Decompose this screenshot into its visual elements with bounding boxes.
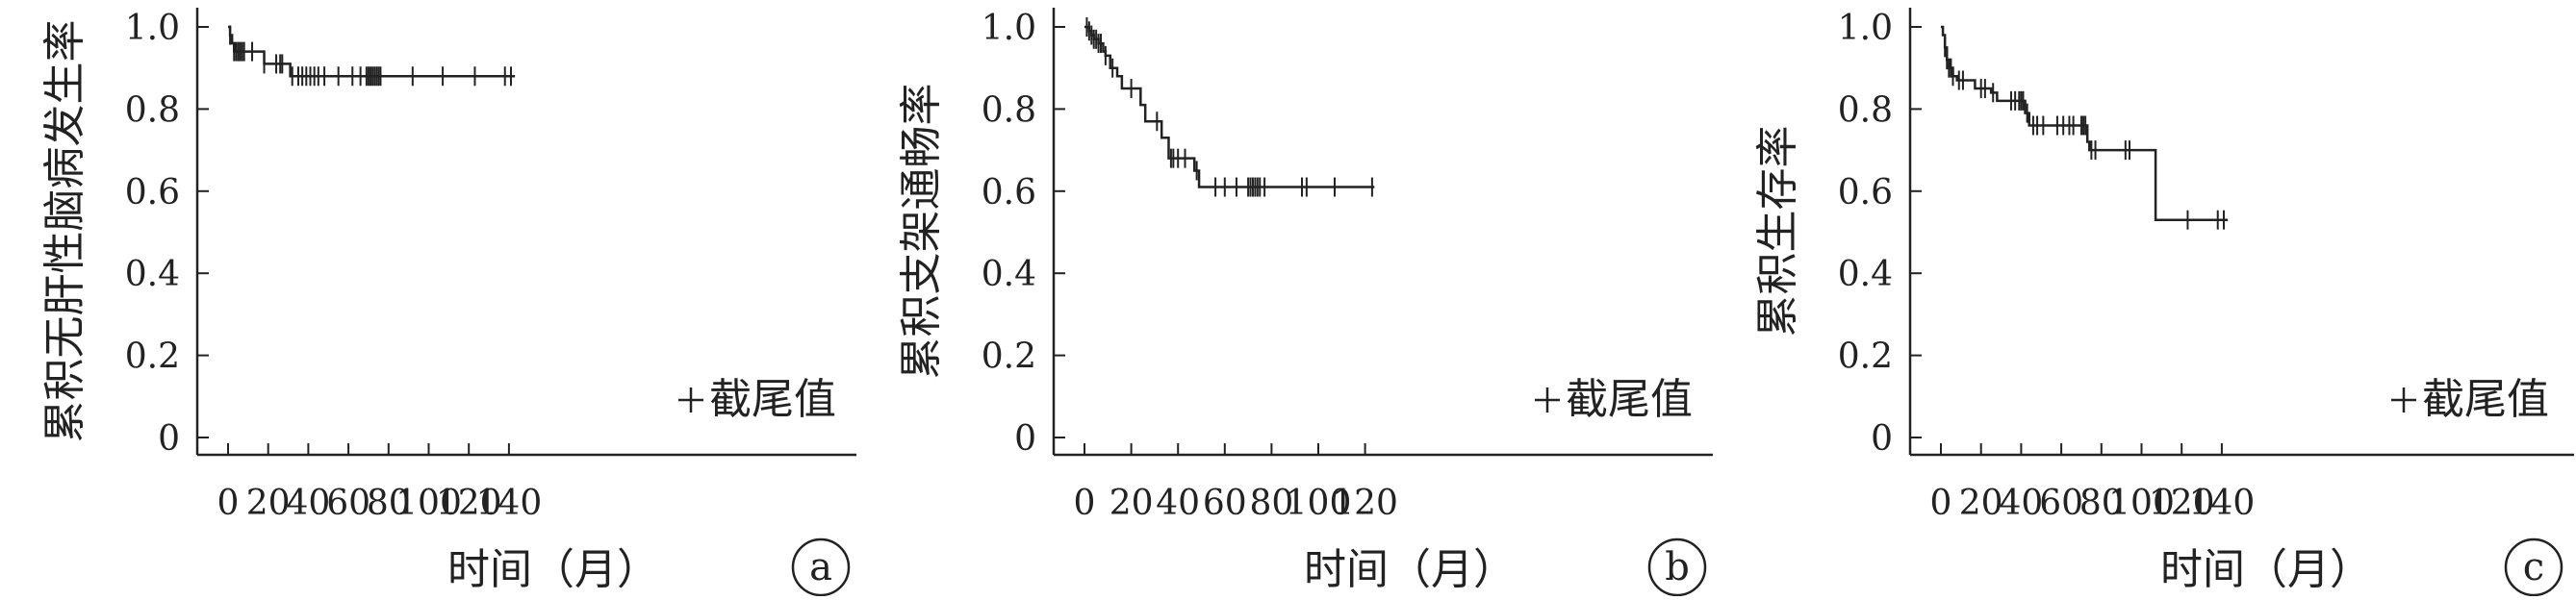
- panel-label-circle: [791, 538, 851, 597]
- x-tick-label: 0: [1930, 484, 1952, 523]
- y-tick-label: 0: [1871, 419, 1893, 459]
- legend-censor-label: 截尾值: [2422, 375, 2549, 424]
- panel-label: a: [809, 545, 832, 589]
- y-tick-label: 1.0: [1838, 9, 1893, 48]
- x-tick-label: 20: [1959, 484, 2003, 523]
- panel-label-circle: [1647, 538, 1707, 597]
- y-tick-label: 0.4: [982, 255, 1036, 294]
- y-tick-label: 0.6: [982, 173, 1036, 212]
- y-tick-label: 0.4: [1838, 255, 1893, 294]
- y-tick-label: 1.0: [982, 9, 1036, 48]
- x-tick-label: 80: [367, 484, 411, 523]
- x-tick-label: 120: [2149, 484, 2215, 523]
- legend-censor-label: 截尾值: [709, 375, 836, 424]
- y-axis-label: 累积无肝性脑病发生率: [40, 20, 89, 443]
- x-tick-label: 120: [436, 484, 502, 523]
- x-axis-label: 时间（月）: [447, 545, 659, 594]
- panel-label: c: [2523, 545, 2544, 589]
- x-axis-label: 时间（月）: [1304, 545, 1516, 594]
- x-tick-label: 100: [395, 484, 462, 523]
- x-tick-label: 40: [1999, 484, 2043, 523]
- x-tick-label: 40: [1156, 484, 1200, 523]
- x-tick-label: 80: [1249, 484, 1293, 523]
- chart-panel-a: 0 0.2 0.4 0.6 0.8 1.0 0 20 40 60 80 100 120 140 累积无肝性脑…: [0, 0, 861, 597]
- legend-censor-symbol: [1535, 388, 1560, 412]
- y-tick-label: 0.6: [1838, 173, 1893, 212]
- y-tick-label: 0.2: [125, 338, 180, 377]
- panel-label-circle: [2504, 538, 2563, 597]
- panel-label: b: [1665, 545, 1690, 589]
- y-tick-label: 0.8: [125, 90, 180, 130]
- x-tick-label: 80: [2079, 484, 2124, 523]
- y-axis-label: 累积生存率: [1753, 126, 1802, 338]
- y-tick-label: 0.6: [125, 173, 180, 212]
- legend-censor-symbol: [2391, 388, 2416, 412]
- x-axis-label: 时间（月）: [2160, 545, 2372, 594]
- y-tick-label: 0: [158, 419, 180, 459]
- y-tick-label: 0.2: [982, 338, 1036, 377]
- x-tick-label: 0: [217, 484, 240, 523]
- x-tick-label: 140: [2189, 484, 2256, 523]
- x-tick-label: 120: [1332, 484, 1398, 523]
- y-tick-label: 0.8: [1838, 90, 1893, 130]
- x-tick-label: 60: [1203, 484, 1247, 523]
- survival-step-line: [228, 25, 516, 78]
- x-tick-label: 100: [1286, 484, 1352, 523]
- km-chart-a: 00.20.40.60.81.00 20406080100120140累积无肝性脑…: [40, 8, 861, 597]
- x-tick-label: 20: [1109, 484, 1154, 523]
- x-tick-label: 40: [286, 484, 330, 523]
- y-tick-label: 1.0: [125, 9, 180, 48]
- y-tick-label: 0.8: [982, 90, 1036, 130]
- km-chart-c: 00.20.40.60.81.00 20406080100120140累积生存率时…: [1753, 8, 2574, 597]
- y-tick-label: 0: [1014, 419, 1036, 459]
- x-tick-label: 60: [2039, 484, 2083, 523]
- y-tick-label: 0.4: [125, 255, 180, 294]
- y-axis-label: 累积支架通畅率: [897, 84, 946, 380]
- x-tick-label: 140: [476, 484, 543, 523]
- chart-panel-b: 0 0.2 0.4 0.6 0.8 1.0 0 20 40 60 80 100 120 累积支架通畅率时间…: [856, 0, 1718, 597]
- chart-panel-c: 0 0.2 0.4 0.6 0.8 1.0 0 20 40 60 80 100 120 140 累积生存率时…: [1713, 0, 2576, 597]
- x-tick-label: 100: [2108, 484, 2175, 523]
- x-tick-label: 0: [1074, 484, 1096, 523]
- survival-step-line: [1941, 25, 2229, 221]
- x-tick-label: 20: [246, 484, 291, 523]
- survival-step-line: [1084, 25, 1375, 188]
- legend-censor-symbol: [678, 388, 703, 412]
- legend-censor-label: 截尾值: [1566, 375, 1693, 424]
- y-tick-label: 0.2: [1838, 338, 1893, 377]
- x-tick-label: 60: [326, 484, 370, 523]
